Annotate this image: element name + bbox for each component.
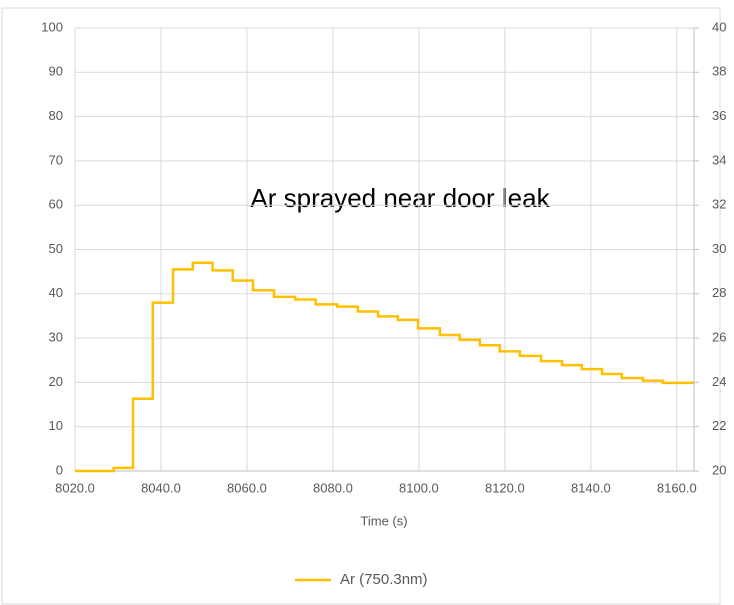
y-tick-label: 40 xyxy=(49,285,63,300)
x-tick-label: 8020.0 xyxy=(55,480,95,495)
y-tick-label: 60 xyxy=(49,197,63,212)
y-tick-label: 10 xyxy=(49,418,63,433)
y-tick-label: 70 xyxy=(49,152,63,167)
y2-tick-label: 22 xyxy=(712,418,726,433)
y-tick-label: 100 xyxy=(41,19,63,34)
x-tick-label: 8080.0 xyxy=(313,480,353,495)
y-tick-label: 20 xyxy=(49,374,63,389)
y2-tick-label: 38 xyxy=(712,64,726,79)
x-axis-title: Time (s) xyxy=(360,513,407,528)
y2-tick-label: 32 xyxy=(712,197,726,212)
y-tick-label: 50 xyxy=(49,241,63,256)
legend-label: Ar (750.3nm) xyxy=(340,571,428,588)
y-tick-label: 90 xyxy=(49,64,63,79)
x-tick-label: 8100.0 xyxy=(399,480,439,495)
y2-tick-label: 28 xyxy=(712,285,726,300)
y-tick-label: 80 xyxy=(49,108,63,123)
y2-tick-label: 30 xyxy=(712,241,726,256)
y2-tick-label: 40 xyxy=(712,19,726,34)
annotation: Ar sprayed near door leak xyxy=(250,183,550,213)
x-tick-label: 8140.0 xyxy=(571,480,611,495)
chart-border xyxy=(1,7,721,605)
x-tick-label: 8060.0 xyxy=(227,480,267,495)
y2-tick-label: 20 xyxy=(712,462,726,477)
y2-tick-label: 26 xyxy=(712,330,726,345)
y-tick-label: 30 xyxy=(49,330,63,345)
y2-tick-label: 36 xyxy=(712,108,726,123)
y2-tick-label: 24 xyxy=(712,374,726,389)
x-tick-label: 8040.0 xyxy=(141,480,181,495)
y-tick-label: 0 xyxy=(56,462,63,477)
x-tick-label: 8120.0 xyxy=(485,480,525,495)
series-line xyxy=(75,261,694,473)
y2-tick-label: 34 xyxy=(712,152,726,167)
x-tick-label: 8160.0 xyxy=(657,480,697,495)
